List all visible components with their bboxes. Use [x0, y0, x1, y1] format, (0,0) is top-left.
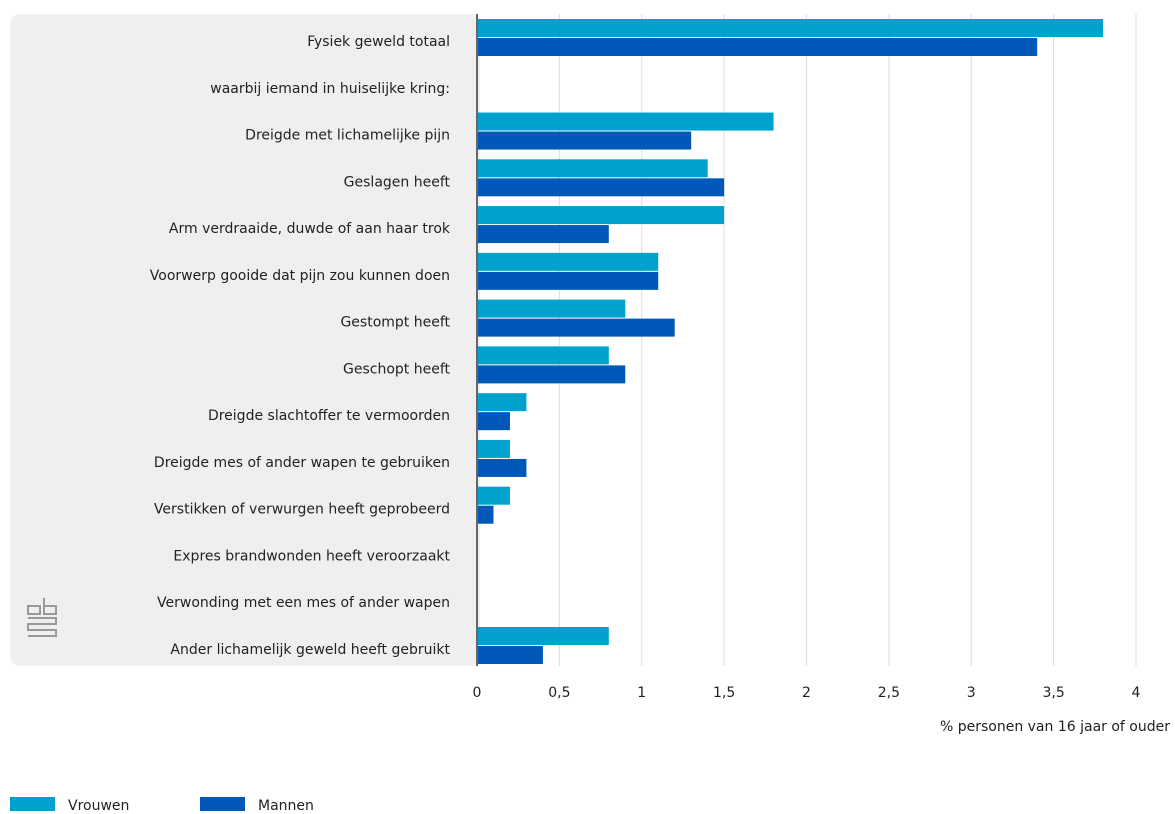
bar [477, 206, 725, 225]
bar [477, 439, 510, 458]
bar [477, 159, 708, 178]
legend-label: Mannen [258, 798, 314, 814]
bar [477, 486, 510, 505]
y-tick-label: Dreigde slachtoffer te vermoorden [208, 408, 450, 424]
y-tick-label: Expres brandwonden heeft veroorzaakt [173, 548, 450, 564]
legend-label: Vrouwen [68, 798, 129, 814]
y-tick-label: Arm verdraaide, duwde of aan haar trok [169, 221, 451, 237]
bar [477, 225, 609, 244]
x-tick-label: 2 [802, 685, 811, 701]
bar [477, 505, 494, 524]
bar [477, 271, 659, 290]
x-tick-label: 1,5 [713, 685, 735, 701]
y-tick-label: Dreigde met lichamelijke pijn [245, 128, 450, 144]
bar [477, 19, 1104, 37]
x-tick-label: 0,5 [548, 685, 570, 701]
bar [477, 412, 510, 431]
bar [477, 346, 609, 365]
y-tick-label: Fysiek geweld totaal [307, 34, 450, 50]
x-tick-label: 3 [967, 685, 976, 701]
bar [477, 252, 659, 271]
bar [477, 393, 527, 412]
y-tick-label: Gestompt heeft [340, 315, 450, 331]
bar [477, 112, 774, 131]
bar [477, 646, 543, 665]
y-tick-label: Dreigde mes of ander wapen te gebruiken [154, 455, 450, 471]
x-tick-label: 3,5 [1042, 685, 1064, 701]
label-panel [10, 14, 480, 666]
cbs-logo [27, 598, 57, 637]
bar [477, 299, 626, 318]
y-tick-label: Verwonding met een mes of ander wapen [157, 595, 450, 611]
bar [477, 365, 626, 384]
bar [477, 458, 527, 477]
legend-swatch [200, 797, 245, 811]
x-tick-label: 0 [473, 685, 482, 701]
y-tick-label: Voorwerp gooide dat pijn zou kunnen doen [150, 268, 450, 284]
bar [477, 627, 609, 646]
x-tick-label: 4 [1132, 685, 1141, 701]
bar [477, 178, 725, 197]
bar [477, 318, 675, 337]
bar [477, 38, 1038, 56]
y-tick-label: Ander lichamelijk geweld heeft gebruikt [170, 642, 450, 658]
y-tick-label: Geschopt heeft [343, 361, 451, 377]
x-tick-label: 1 [637, 685, 646, 701]
legend-swatch [10, 797, 55, 811]
y-tick-label: Geslagen heeft [344, 174, 451, 190]
y-tick-label: waarbij iemand in huiselijke kring: [210, 81, 450, 97]
x-tick-label: 2,5 [878, 685, 900, 701]
y-tick-label: Verstikken of verwurgen heeft geprobeerd [154, 502, 450, 518]
bar [477, 131, 692, 150]
x-axis-label: % personen van 16 jaar of ouder [940, 719, 1170, 735]
